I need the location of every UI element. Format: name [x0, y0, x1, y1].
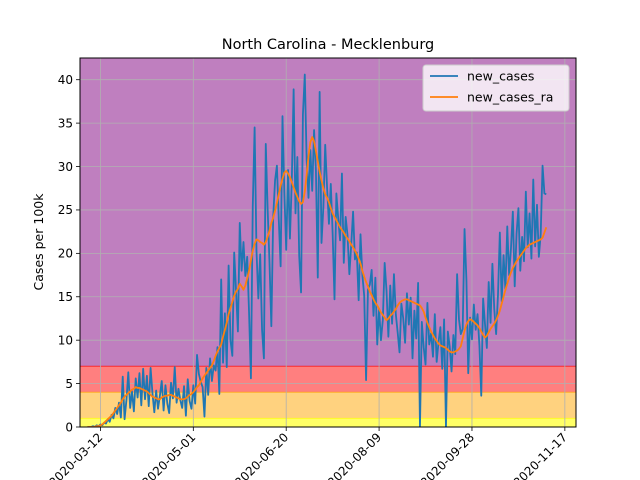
x-tick-label: 2020-05-01: [139, 430, 198, 480]
y-tick-label: 10: [58, 333, 73, 347]
y-tick-label: 40: [58, 73, 73, 87]
y-tick-label: 20: [58, 247, 73, 261]
legend-label-new-cases: new_cases: [467, 69, 534, 84]
x-tick-label: 2020-08-09: [325, 430, 384, 480]
y-tick-label: 0: [65, 420, 73, 434]
legend-label-new-cases-ra: new_cases_ra: [467, 90, 553, 105]
band-0: [80, 418, 576, 427]
y-tick-label: 5: [65, 377, 73, 391]
x-tick-label: 2020-03-12: [46, 430, 105, 480]
chart-title: North Carolina - Mecklenburg: [222, 37, 435, 53]
y-tick-label: 35: [58, 116, 73, 130]
risk-bands: [80, 58, 576, 427]
legend-box: [422, 64, 570, 112]
x-axis: 2020-03-12 2020-05-01 2020-06-20 2020-08-09…: [46, 427, 570, 480]
series-layer: [87, 73, 548, 427]
x-tick-label: 2020-06-20: [232, 430, 291, 480]
band-2: [80, 366, 576, 393]
x-tick-label: 2020-09-28: [418, 430, 477, 480]
x-tick-label: 2020-11-17: [511, 430, 570, 480]
y-tick-label: 25: [58, 203, 73, 217]
y-axis-label: Cases per 100k: [31, 193, 46, 291]
series-line-new-cases-ra: [87, 136, 548, 427]
y-tick-label: 15: [58, 290, 73, 304]
y-tick-label: 30: [58, 160, 73, 174]
legend: new_cases new_cases_ra: [422, 64, 570, 112]
series-line-new-cases: [87, 73, 547, 427]
plot-frame: [79, 57, 577, 428]
y-axis: 0 5 10 15 20 25 30 35 40: [58, 73, 80, 434]
